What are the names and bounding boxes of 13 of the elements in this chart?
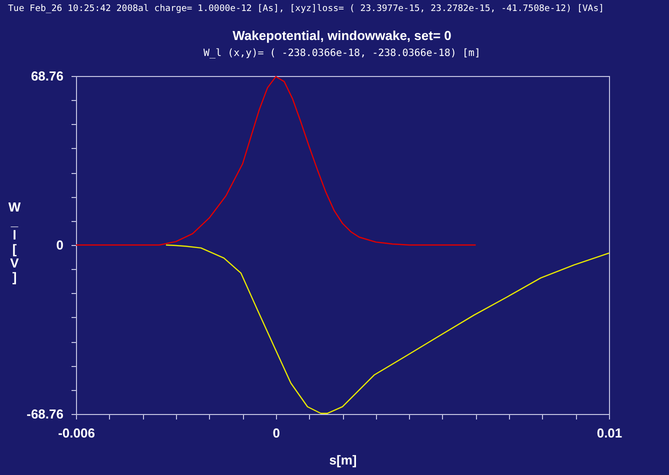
y-tick-label: 0 — [56, 238, 64, 252]
line-series — [76, 76, 476, 246]
chart-subtitle: W_l (x,y)= ( -238.0366e-18, -238.0366e-18) [m] — [204, 48, 480, 59]
x-tick-label: 0 — [272, 426, 280, 440]
x-tick-label: -0.006 — [58, 426, 95, 440]
y-tick-label: -68.76 — [26, 406, 64, 422]
y-axis-title: W_l [V] — [8, 200, 22, 284]
x-axis-title: s[m] — [329, 452, 357, 468]
text: Tue Feb_26 10:25:42 2008al charge= 1.0000e-12 [As], [xyz]loss= ( 23.3977e-15, 23.2782e-15, -41.7508e-12) [VAs] — [8, 4, 604, 14]
line-series — [165, 244, 609, 414]
chart-title: Wakepotential, windowwake, set= 0 — [232, 28, 452, 43]
y-tick-label: 68.76 — [30, 68, 64, 84]
x-tick-label: 0.01 — [596, 426, 622, 440]
